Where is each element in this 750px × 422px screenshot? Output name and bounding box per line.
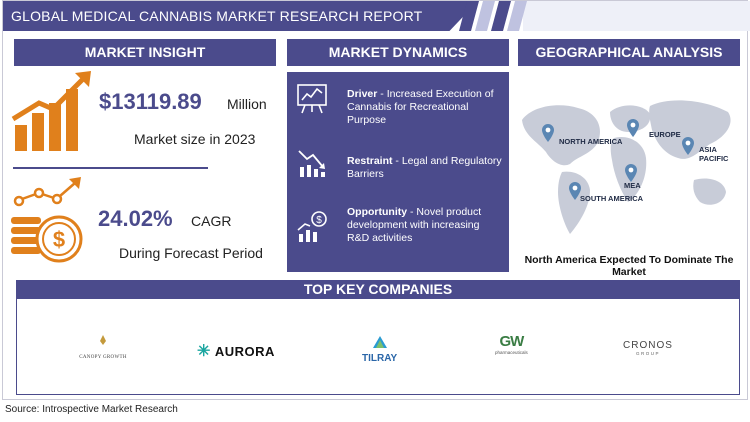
- restraint-text: - Legal and Regulatory Barriers: [347, 155, 502, 180]
- dynamics-opportunity: Opportunity - Novel product development …: [347, 206, 503, 245]
- declining-chart-icon: [298, 150, 325, 177]
- infographic-frame: GLOBAL MEDICAL CANNABIS MARKET RESEARCH …: [2, 0, 750, 400]
- svg-text:$: $: [53, 227, 65, 252]
- market-dynamics-heading: MARKET DYNAMICS: [287, 39, 509, 66]
- source-note: Source: Introspective Market Research: [5, 404, 178, 415]
- region-label: EUROPE: [649, 130, 681, 139]
- tilray-name: TILRAY: [362, 353, 398, 364]
- map-pin-icon: [627, 119, 639, 137]
- region-label: ASIA PACIFIC: [699, 145, 729, 163]
- companies-logo-box: CANOPY GROWTH ✳ AURORA TILRAY GW pharmac…: [16, 299, 740, 395]
- gw-name: GW: [499, 333, 524, 350]
- map-pin-icon: [625, 164, 637, 182]
- map-pin-icon: [682, 137, 694, 155]
- canopy-leaf-icon: [100, 335, 106, 345]
- market-size-caption: Market size in 2023: [134, 131, 256, 147]
- map-pin-icon: [542, 124, 554, 142]
- title-bar-background: [523, 1, 750, 31]
- region-label: SOUTH AMERICA: [580, 194, 644, 203]
- coin-growth-icon: $: [11, 177, 83, 263]
- svg-text:$: $: [316, 215, 322, 226]
- insight-divider: [13, 167, 208, 169]
- geo-caption: North America Expected To Dominate The M…: [524, 254, 734, 278]
- bar-growth-icon: [11, 71, 91, 151]
- market-dynamics-panel: Driver - Increased Execution of Cannabis…: [287, 72, 509, 272]
- cagr-unit: CAGR: [191, 213, 232, 229]
- dynamics-driver: Driver - Increased Execution of Cannabis…: [347, 88, 503, 127]
- driver-label: Driver: [347, 88, 378, 100]
- market-size-unit: Million: [227, 96, 267, 112]
- restraint-label: Restraint: [347, 155, 393, 167]
- cagr-value: 24.02%: [98, 206, 173, 231]
- aurora-star-icon: ✳: [197, 343, 211, 360]
- growth-money-icon: $: [297, 211, 327, 242]
- company-logo-aurora: ✳ AURORA: [197, 341, 275, 361]
- world-map-graphic: [522, 100, 731, 234]
- aurora-name: AURORA: [214, 344, 275, 359]
- driver-text: - Increased Execution of Cannabis for Re…: [347, 88, 494, 126]
- title-stripe: [491, 1, 511, 31]
- company-logo-cronos: CRONOS GROUP: [623, 340, 673, 356]
- market-size-value: $13119.89: [99, 89, 202, 114]
- market-insight-heading: MARKET INSIGHT: [14, 39, 276, 66]
- dynamics-restraint: Restraint - Legal and Regulatory Barrier…: [347, 155, 503, 181]
- opportunity-text: - Novel product development with increas…: [347, 206, 482, 244]
- title-bar: GLOBAL MEDICAL CANNABIS MARKET RESEARCH …: [3, 1, 478, 31]
- canopy-name: CANOPY GROWTH: [79, 355, 127, 360]
- geographical-analysis-heading: GEOGRAPHICAL ANALYSIS: [518, 39, 740, 66]
- chart-board-icon: [297, 84, 327, 114]
- opportunity-label: Opportunity: [347, 206, 408, 218]
- region-label: MEA: [624, 181, 641, 190]
- map-pin-icon: [569, 182, 581, 200]
- world-map: NORTH AMERICA EUROPE ASIA PACIFIC MEA SO…: [518, 72, 740, 252]
- cronos-sub: GROUP: [635, 351, 660, 356]
- company-logo-canopy: CANOPY GROWTH: [79, 335, 127, 363]
- top-companies-heading: TOP KEY COMPANIES: [16, 280, 740, 299]
- page-title: GLOBAL MEDICAL CANNABIS MARKET RESEARCH …: [11, 8, 423, 24]
- gw-sub: pharmaceuticals: [495, 350, 528, 355]
- company-logo-tilray: TILRAY: [362, 336, 397, 366]
- region-label: NORTH AMERICA: [559, 137, 623, 146]
- company-logo-gw: GW pharmaceuticals: [495, 333, 528, 355]
- cronos-name: CRONOS: [623, 340, 673, 351]
- cagr-caption: During Forecast Period: [119, 245, 263, 261]
- title-stripe: [475, 1, 495, 31]
- tilray-triangle-icon: [372, 336, 387, 348]
